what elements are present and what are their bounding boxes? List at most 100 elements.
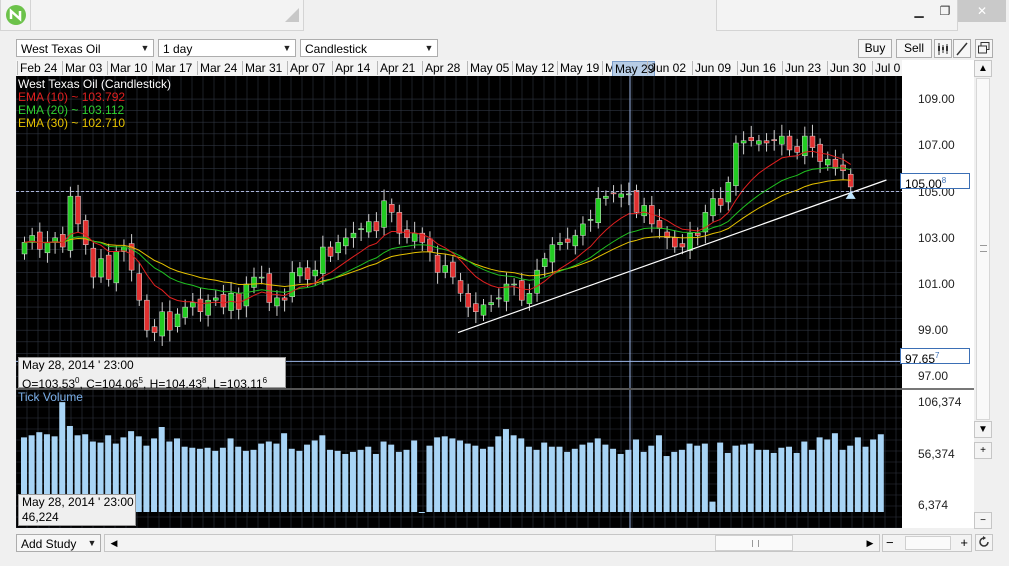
price-tick-label: 101.00 bbox=[918, 277, 955, 291]
volume-bar bbox=[212, 450, 219, 512]
volume-bar bbox=[587, 442, 594, 512]
add-study-button[interactable]: Add Study ▼ bbox=[16, 534, 101, 552]
x-tick-label: Jul 0 bbox=[872, 61, 900, 75]
candle-tool-button[interactable] bbox=[934, 39, 952, 58]
scroll-up-button[interactable]: ▲ bbox=[974, 60, 992, 77]
candle-body bbox=[534, 269, 540, 294]
volume-bar bbox=[189, 447, 196, 512]
volume-bar bbox=[304, 444, 311, 512]
price-chart-area[interactable] bbox=[16, 76, 902, 388]
interval-select[interactable]: 1 day ▼ bbox=[158, 39, 296, 57]
ema30-legend: EMA (30) ~ 102.710 bbox=[18, 116, 126, 130]
sell-button[interactable]: Sell bbox=[896, 39, 932, 58]
volume-bar bbox=[655, 435, 662, 512]
volume-bar bbox=[740, 444, 747, 512]
zoom-out-icon[interactable]: − bbox=[886, 535, 894, 550]
cursor-price-tag: 97.657 bbox=[900, 348, 970, 366]
candle-body bbox=[717, 198, 724, 206]
zoom-slider-track[interactable] bbox=[905, 536, 951, 550]
candle-body bbox=[664, 231, 670, 239]
horizontal-scrollbar[interactable]: ◀ ▶ bbox=[104, 534, 880, 552]
volume-bar bbox=[548, 446, 555, 512]
candle-body bbox=[740, 140, 747, 144]
scroll-left-icon[interactable]: ◀ bbox=[110, 538, 118, 548]
high-value: 104.43 bbox=[165, 377, 203, 391]
volume-bar bbox=[602, 444, 609, 512]
zoom-in-icon[interactable]: + bbox=[960, 535, 968, 550]
candle-body bbox=[794, 146, 800, 153]
symbol-select[interactable]: West Texas Oil ▼ bbox=[16, 39, 154, 57]
volume-bar bbox=[571, 448, 578, 512]
volume-bar bbox=[388, 444, 395, 512]
candle-body bbox=[763, 140, 770, 144]
volume-bar bbox=[579, 444, 586, 512]
volume-chart-area[interactable] bbox=[16, 390, 902, 528]
candle-body bbox=[519, 280, 525, 301]
candle-body bbox=[733, 142, 739, 187]
pane-separator[interactable] bbox=[16, 388, 902, 390]
scroll-down-button[interactable]: ▼ bbox=[974, 421, 992, 438]
zoom-slider[interactable]: − + bbox=[882, 534, 972, 552]
grip-icon bbox=[752, 540, 759, 547]
scroll-right-icon[interactable]: ▶ bbox=[866, 538, 874, 548]
volume-bar bbox=[533, 449, 540, 512]
volume-bar bbox=[411, 440, 418, 512]
candle-body bbox=[235, 292, 242, 310]
volume-bar bbox=[281, 433, 288, 512]
x-tick-label: Jun 09 bbox=[692, 61, 731, 75]
volume-bar bbox=[74, 435, 81, 512]
candle-body bbox=[335, 242, 341, 254]
chart-type-select[interactable]: Candlestick ▼ bbox=[300, 39, 438, 57]
buy-button[interactable]: Buy bbox=[858, 39, 892, 58]
candle-body bbox=[572, 235, 579, 247]
vertical-scroll-thumb[interactable] bbox=[976, 78, 990, 420]
app-logo-icon bbox=[6, 5, 26, 25]
volume-bar bbox=[441, 436, 448, 512]
candle-body bbox=[496, 297, 502, 300]
zoom-in-v-button[interactable]: + bbox=[974, 442, 992, 459]
volume-bar bbox=[502, 429, 509, 512]
volume-bar bbox=[151, 438, 158, 512]
volume-bar bbox=[686, 443, 693, 512]
volume-bar bbox=[694, 445, 701, 512]
price-tick-label: 107.00 bbox=[918, 138, 955, 153]
candle-body bbox=[281, 297, 288, 301]
candle-body bbox=[641, 205, 647, 217]
candle-body bbox=[98, 258, 104, 278]
candle-body bbox=[610, 192, 617, 195]
volume-bar bbox=[36, 432, 43, 512]
candle-body bbox=[442, 265, 448, 273]
volume-bar bbox=[472, 445, 479, 512]
detach-button[interactable] bbox=[975, 39, 993, 58]
draw-line-button[interactable] bbox=[953, 39, 971, 58]
candle-body bbox=[67, 195, 74, 251]
close-button[interactable]: ✕ bbox=[958, 0, 1006, 22]
volume-bar bbox=[786, 446, 792, 512]
volume-bar bbox=[770, 452, 777, 512]
minimize-button[interactable]: ▁ bbox=[914, 4, 924, 18]
candle-body bbox=[710, 198, 716, 217]
ema10-line bbox=[24, 150, 851, 305]
x-tick-label: Jun 30 bbox=[827, 61, 866, 75]
zoom-out-v-button[interactable]: − bbox=[974, 512, 992, 529]
reset-view-button[interactable] bbox=[975, 534, 993, 551]
chevron-down-icon: ▼ bbox=[282, 43, 292, 53]
volume-bar bbox=[51, 436, 58, 512]
volume-bar bbox=[854, 437, 861, 512]
volume-bar bbox=[449, 438, 456, 512]
volume-bar bbox=[120, 437, 127, 512]
horizontal-scroll-thumb[interactable] bbox=[715, 535, 793, 551]
volume-bar bbox=[105, 435, 112, 512]
restore-button[interactable]: ❐ bbox=[939, 4, 951, 18]
candle-body bbox=[197, 298, 204, 312]
volume-bar bbox=[831, 433, 838, 512]
volume-bar bbox=[380, 441, 387, 512]
candle-body bbox=[411, 232, 418, 242]
x-tick-label: Jun 23 bbox=[782, 61, 821, 75]
candle-body bbox=[626, 193, 632, 196]
volume-bar bbox=[219, 447, 226, 512]
ema30-line bbox=[24, 179, 851, 288]
volume-bar bbox=[112, 443, 119, 512]
volume-bar bbox=[480, 448, 486, 512]
candle-body bbox=[503, 283, 510, 302]
